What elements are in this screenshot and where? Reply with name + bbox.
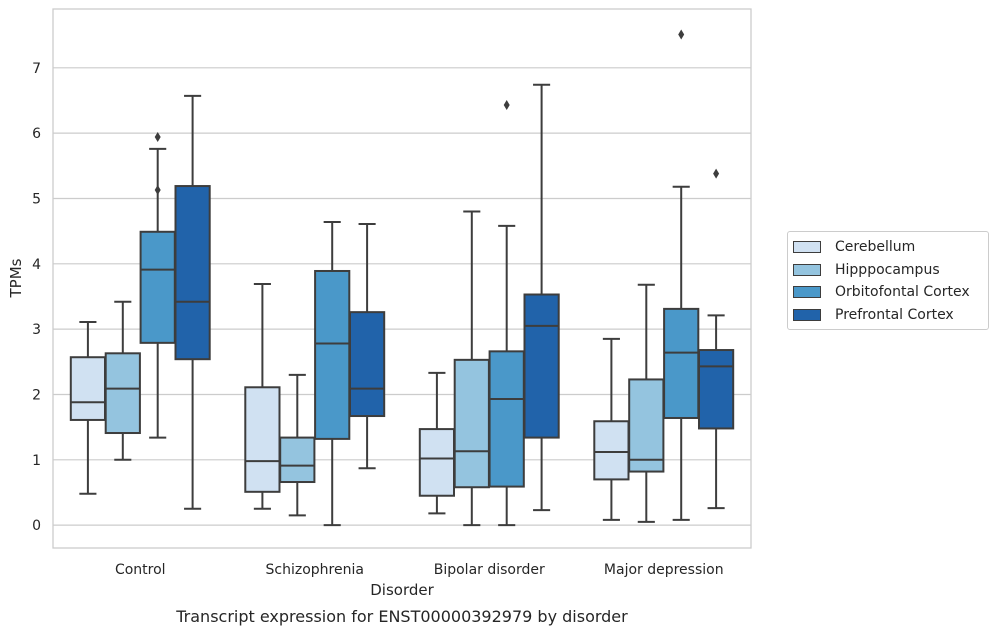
legend-label: Cerebellum (835, 239, 916, 256)
box-iqr (174, 185, 211, 361)
y-tick-label: 3 (32, 322, 41, 338)
legend-swatch (793, 263, 821, 276)
legend: Cerebellum Hipppocampus Orbitofontal Corte… (787, 231, 989, 330)
legend-item: Cerebellum (788, 236, 988, 259)
legend-label: Orbitofontal Cortex (835, 284, 970, 301)
box-group (174, 94, 211, 510)
y-tick-label: 2 (32, 387, 41, 403)
box-iqr (523, 293, 560, 439)
box-iqr (348, 311, 386, 418)
box-iqr (418, 428, 456, 497)
box-group (348, 222, 386, 470)
x-tick-label: Bipolar disorder (434, 562, 545, 578)
box-group (279, 373, 316, 517)
x-tick-label: Schizophrenia (266, 562, 364, 578)
legend-label: Prefrontal Cortex (835, 306, 954, 323)
y-axis-label: TPMs (7, 258, 25, 298)
box-group (697, 168, 735, 510)
box-iqr (628, 378, 665, 473)
legend-swatch (793, 308, 821, 321)
box-group (628, 283, 665, 523)
y-axis-ticks: 0 1 2 3 4 5 6 7 (32, 61, 41, 534)
box-iqr (104, 352, 141, 435)
box-iqr (453, 358, 490, 489)
outlier-marker (713, 168, 720, 179)
legend-item: Orbitofontal Cortex (788, 281, 988, 304)
box-group (593, 337, 630, 521)
x-axis-ticks: Control Schizophrenia Bipolar disorder Majo… (115, 562, 724, 578)
box-iqr (69, 356, 107, 421)
y-tick-label: 1 (32, 453, 41, 469)
box-group (139, 132, 176, 439)
box-group (488, 100, 525, 527)
box-iqr (488, 350, 525, 488)
box-group (104, 300, 141, 461)
box-group (418, 371, 456, 515)
y-tick-label: 5 (32, 191, 41, 207)
legend-item: Hipppocampus (788, 259, 988, 282)
outlier-marker (678, 29, 685, 40)
box-iqr (593, 420, 630, 481)
x-tick-label: Major depression (604, 562, 724, 578)
y-tick-label: 7 (32, 61, 41, 77)
box-groups (69, 29, 735, 527)
box-iqr (697, 349, 735, 430)
plot-frame (52, 8, 752, 549)
x-axis-label: Disorder (370, 581, 434, 599)
y-tick-label: 6 (32, 126, 41, 142)
box-iqr (314, 269, 351, 440)
outlier-marker (154, 132, 161, 143)
y-tick-label: 0 (32, 518, 41, 534)
box-group (69, 320, 107, 495)
box-iqr (244, 386, 281, 493)
outlier-marker (154, 184, 161, 195)
box-iqr (139, 230, 176, 344)
outlier-marker (503, 100, 510, 111)
chart-caption: Transcript expression for ENST0000039297… (175, 607, 628, 626)
legend-item: Prefrontal Cortex (788, 304, 988, 327)
y-tick-label: 4 (32, 257, 41, 273)
box-group (663, 29, 700, 521)
box-group (244, 283, 281, 510)
box-group (314, 220, 351, 527)
box-group (523, 83, 560, 512)
legend-swatch (793, 286, 821, 299)
box-iqr (279, 436, 316, 484)
x-tick-label: Control (115, 562, 166, 578)
box-iqr (663, 307, 700, 419)
box-group (453, 210, 490, 527)
legend-swatch (793, 241, 821, 254)
legend-label: Hipppocampus (835, 261, 940, 278)
